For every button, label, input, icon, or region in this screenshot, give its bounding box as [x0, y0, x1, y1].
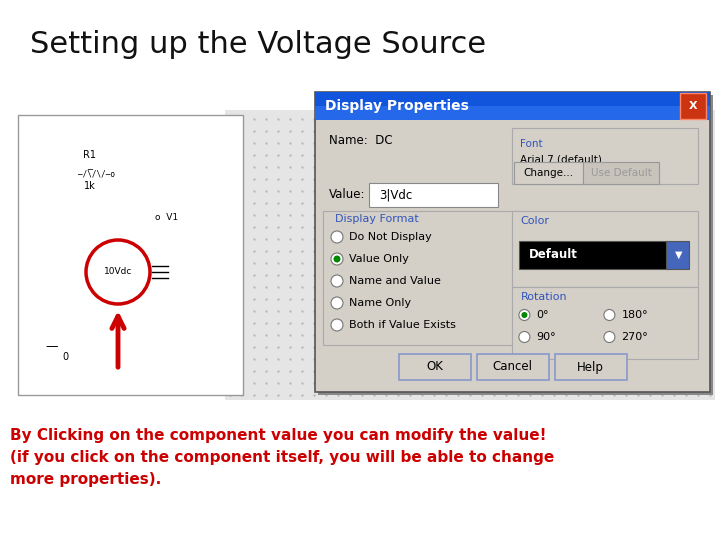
Text: Display Properties: Display Properties [325, 99, 469, 113]
Circle shape [331, 319, 343, 331]
FancyBboxPatch shape [225, 110, 715, 400]
Text: Change...: Change... [523, 168, 573, 178]
Text: Use Default: Use Default [591, 168, 652, 178]
Text: $-\!\!$: $-\!\!$ [86, 164, 94, 172]
Circle shape [331, 253, 343, 265]
Text: o  V1: o V1 [155, 213, 178, 221]
FancyBboxPatch shape [583, 162, 660, 184]
Text: 0°: 0° [536, 310, 549, 320]
Circle shape [331, 275, 343, 287]
Circle shape [331, 297, 343, 309]
FancyBboxPatch shape [666, 241, 689, 269]
Text: Value Only: Value Only [349, 254, 409, 264]
Text: Display Format: Display Format [335, 214, 419, 224]
Circle shape [521, 312, 527, 318]
FancyBboxPatch shape [513, 128, 698, 184]
Text: Font: Font [521, 139, 543, 149]
Text: 180°: 180° [621, 310, 648, 320]
Text: Name Only: Name Only [349, 298, 411, 308]
Text: —/\/\/—o: —/\/\/—o [78, 170, 115, 179]
Text: Both if Value Exists: Both if Value Exists [349, 320, 456, 330]
Text: Cancel: Cancel [492, 361, 533, 374]
Text: Do Not Display: Do Not Display [349, 232, 432, 242]
FancyBboxPatch shape [513, 211, 698, 287]
Text: Arial 7 (default): Arial 7 (default) [521, 155, 602, 165]
Text: 10Vdc: 10Vdc [104, 267, 132, 276]
Circle shape [519, 332, 530, 342]
Text: X: X [689, 101, 697, 111]
Text: 0: 0 [62, 352, 68, 362]
Text: —: — [46, 341, 58, 354]
FancyBboxPatch shape [18, 115, 243, 395]
FancyBboxPatch shape [369, 183, 498, 207]
Text: (if you click on the component itself, you will be able to change: (if you click on the component itself, y… [10, 450, 554, 465]
Circle shape [604, 332, 615, 342]
FancyBboxPatch shape [680, 93, 706, 119]
FancyBboxPatch shape [323, 211, 522, 345]
FancyBboxPatch shape [514, 162, 583, 184]
Text: Value:: Value: [329, 188, 366, 201]
FancyBboxPatch shape [315, 92, 710, 392]
FancyBboxPatch shape [318, 95, 713, 395]
Text: Default: Default [528, 248, 577, 261]
Text: By Clicking on the component value you can modify the value!: By Clicking on the component value you c… [10, 428, 546, 443]
Text: Setting up the Voltage Source: Setting up the Voltage Source [30, 30, 486, 59]
Text: 1k: 1k [84, 181, 96, 191]
Circle shape [333, 255, 341, 262]
Circle shape [604, 309, 615, 321]
FancyBboxPatch shape [398, 354, 470, 380]
Text: OK: OK [426, 361, 443, 374]
Text: more properties).: more properties). [10, 472, 161, 487]
FancyBboxPatch shape [477, 354, 549, 380]
Text: 90°: 90° [536, 332, 556, 342]
Text: Name and Value: Name and Value [349, 276, 441, 286]
FancyBboxPatch shape [315, 106, 710, 120]
FancyBboxPatch shape [513, 287, 698, 359]
Text: R1: R1 [84, 150, 96, 160]
Text: Color: Color [521, 216, 549, 226]
Circle shape [331, 231, 343, 243]
Text: ▼: ▼ [675, 250, 683, 260]
Text: Name:  DC: Name: DC [329, 133, 392, 146]
Text: Rotation: Rotation [521, 292, 567, 302]
Circle shape [519, 309, 530, 321]
Text: 270°: 270° [621, 332, 648, 342]
Text: 3|Vdc: 3|Vdc [379, 188, 413, 201]
FancyBboxPatch shape [554, 354, 626, 380]
Circle shape [86, 240, 150, 304]
Text: Help: Help [577, 361, 604, 374]
FancyBboxPatch shape [315, 92, 710, 120]
FancyBboxPatch shape [519, 241, 669, 269]
